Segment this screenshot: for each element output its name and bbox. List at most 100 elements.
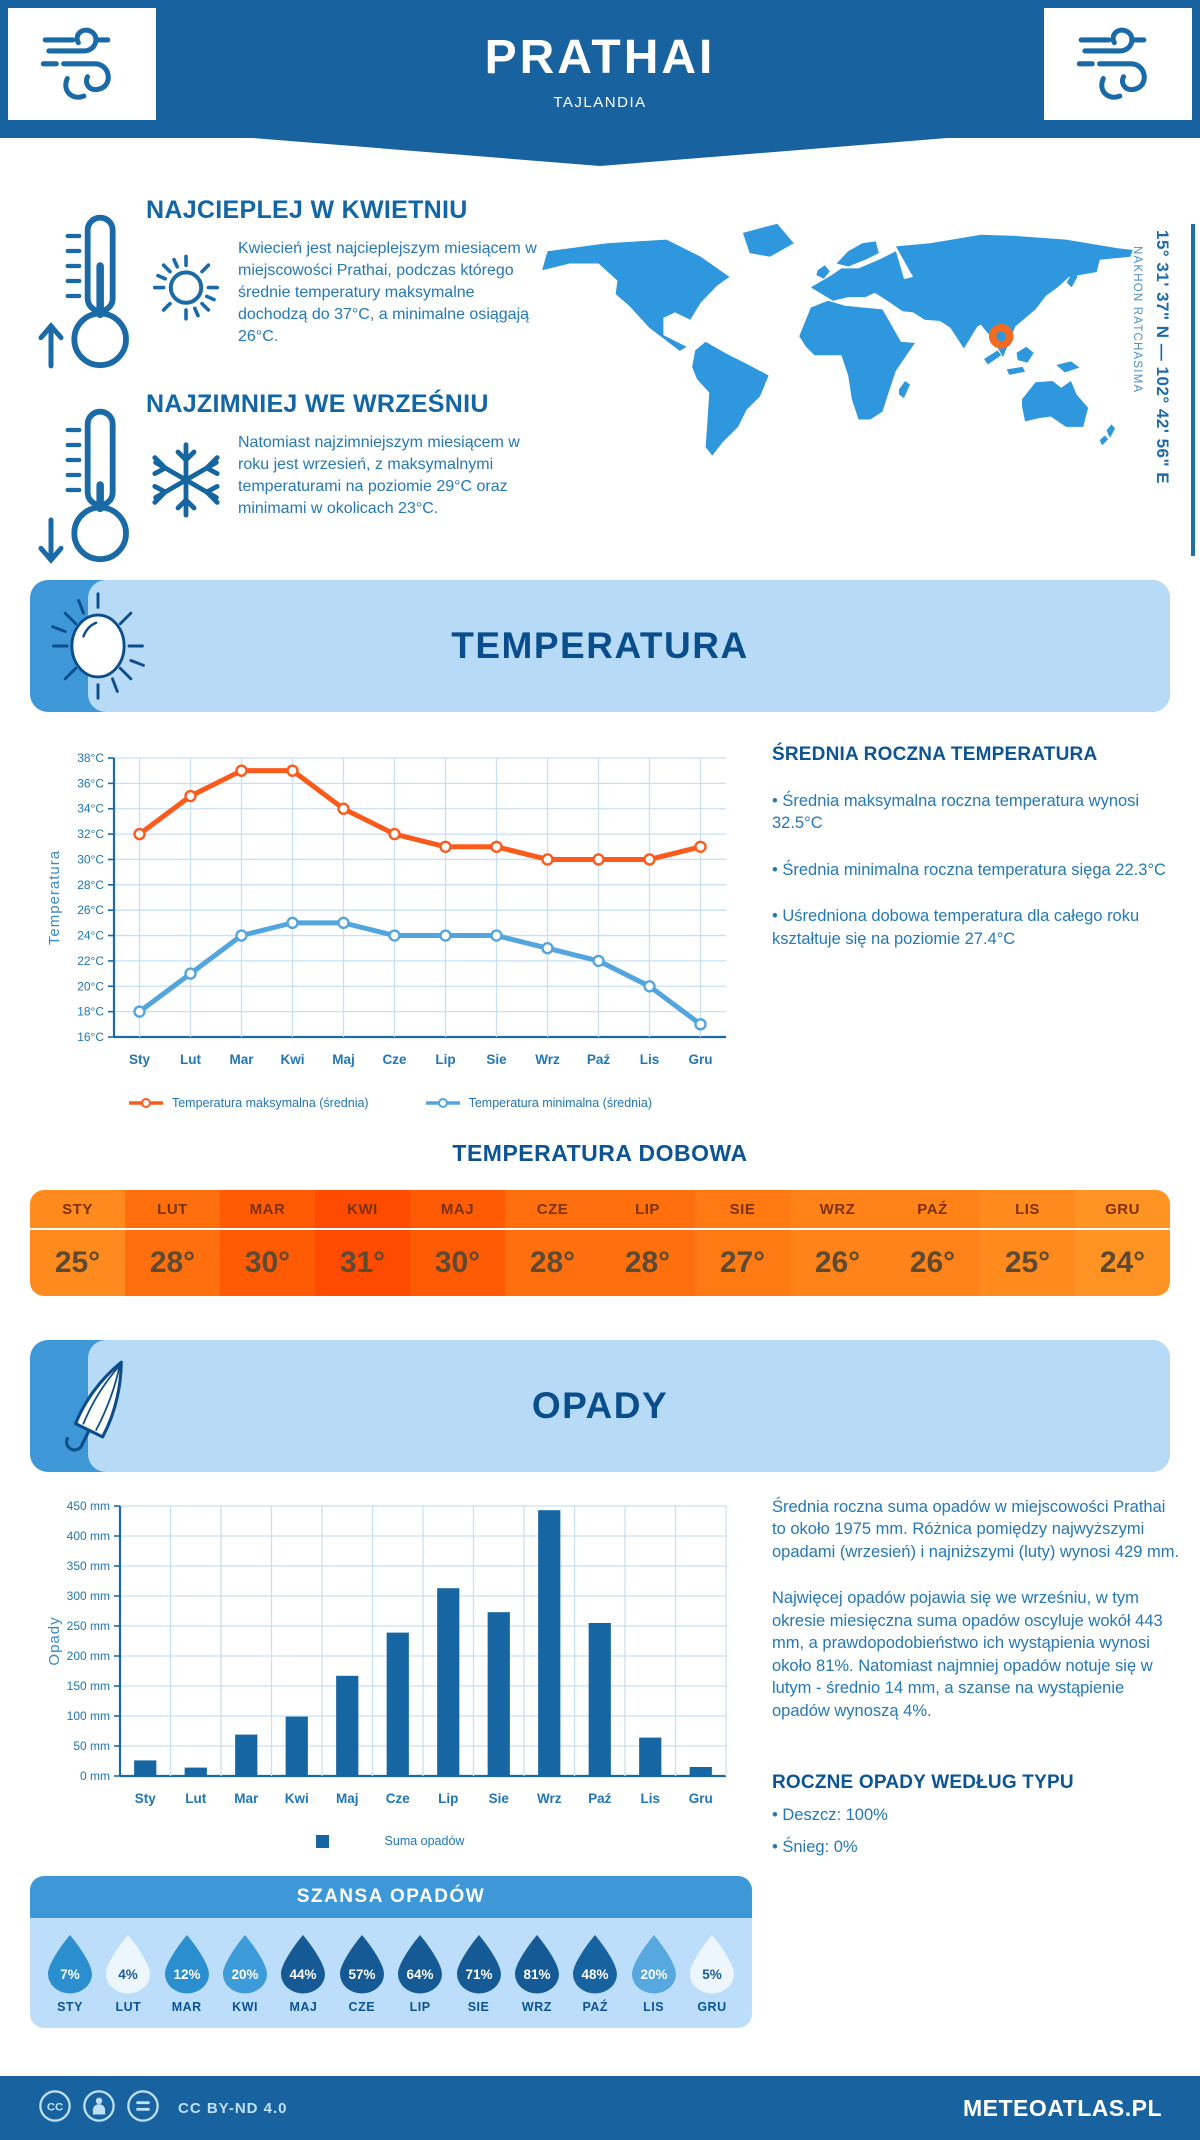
sun-icon xyxy=(146,246,228,331)
coldest-text: Natomiast najzimniejszym miesiącem w rok… xyxy=(238,434,520,517)
svg-text:20%: 20% xyxy=(232,1967,259,1982)
svg-text:36°C: 36°C xyxy=(77,776,104,790)
daily-month: GRU xyxy=(1075,1190,1170,1230)
legend-item: Temperatura maksymalna (średnia) xyxy=(128,1096,369,1110)
precip-type-bullet: • Śnieg: 0% xyxy=(772,1838,858,1857)
svg-text:26°C: 26°C xyxy=(77,903,104,917)
raindrop-icon: 4% xyxy=(106,1935,151,1994)
daily-cell-LIS: LIS 25° xyxy=(980,1190,1075,1296)
svg-text:Wrz: Wrz xyxy=(537,1791,562,1806)
warmest-text: Kwiecień jest najcieplejszym miesiącem w… xyxy=(238,240,537,345)
raindrop-icon: 7% xyxy=(48,1935,92,1994)
banner-body xyxy=(88,1340,1170,1472)
daily-value: 26° xyxy=(814,1246,861,1279)
svg-text:CC: CC xyxy=(47,2101,63,2113)
warmest-month-block: NAJCIEPLEJ W KWIETNIU xyxy=(36,196,537,391)
svg-text:20%: 20% xyxy=(640,1967,667,1982)
raindrop-icon: 57% xyxy=(339,1935,384,1994)
svg-text:22°C: 22°C xyxy=(77,954,104,968)
svg-text:0 mm: 0 mm xyxy=(80,1769,110,1783)
svg-text:Paź: Paź xyxy=(587,1052,611,1067)
svg-text:5%: 5% xyxy=(702,1967,722,1982)
svg-text:32°C: 32°C xyxy=(77,827,104,841)
daily-value: 25° xyxy=(1004,1246,1051,1279)
cc-icon: CC xyxy=(38,2089,72,2128)
daily-cell-MAJ: MAJ 30° xyxy=(410,1190,505,1296)
svg-text:44%: 44% xyxy=(290,1967,317,1982)
page-subtitle: TAJLANDIA xyxy=(553,94,647,111)
raindrop-icon: 71% xyxy=(456,1935,501,1994)
daily-value: 26° xyxy=(909,1246,956,1279)
raindrop-icon: 12% xyxy=(164,1935,209,1994)
raindrop-icon: 81% xyxy=(514,1935,559,1994)
license-block: CC CC BY-ND 4.0 xyxy=(38,2089,288,2128)
droplet-month: WRZ xyxy=(521,2000,552,2014)
droplet-month: STY xyxy=(57,2000,83,2014)
daily-month: PAŹ xyxy=(885,1190,980,1230)
legend-marker xyxy=(128,1098,163,1108)
droplet-month: LUT xyxy=(115,2000,142,2014)
snowflake-icon xyxy=(146,440,228,525)
thermometer-up-icon xyxy=(36,196,136,391)
daily-month: LIP xyxy=(600,1190,695,1230)
svg-text:400 mm: 400 mm xyxy=(67,1529,110,1543)
droplet-MAR: 12% MAR xyxy=(161,1934,213,2014)
droplet-month: KWI xyxy=(232,2000,258,2014)
svg-text:Cze: Cze xyxy=(382,1052,406,1067)
droplet-SIE: 71% SIE xyxy=(453,1934,505,2014)
svg-text:200 mm: 200 mm xyxy=(67,1649,110,1663)
precip-paragraph: Najwięcej opadów pojawia się we wrześniu… xyxy=(772,1589,1163,1720)
droplet-month: PAŹ xyxy=(582,2000,609,2014)
daily-value: 27° xyxy=(719,1246,766,1279)
svg-text:38°C: 38°C xyxy=(77,751,104,765)
chance-panel: SZANSA OPADÓW 7% STY 4% LUT 12% MAR 20% … xyxy=(30,1876,752,2028)
svg-text:450 mm: 450 mm xyxy=(67,1499,110,1513)
umbrella-icon xyxy=(40,1348,156,1464)
svg-text:48%: 48% xyxy=(582,1967,609,1982)
svg-text:50 mm: 50 mm xyxy=(73,1739,110,1753)
precip-paragraph: Średnia roczna suma opadów w miejscowośc… xyxy=(772,1498,1180,1561)
summary-bullet: • Średnia minimalna roczna temperatura s… xyxy=(772,860,1166,879)
droplet-month: CZE xyxy=(348,2000,376,2014)
wind-icon xyxy=(34,16,130,113)
coldest-month-block: NAJZIMNIEJ WE WRZEŚNIU Natomiast najzimn… xyxy=(36,390,524,585)
title-banner: PRATHAI TAJLANDIA xyxy=(250,0,950,166)
droplet-month: GRU xyxy=(697,2000,727,2014)
svg-text:Gru: Gru xyxy=(689,1791,713,1806)
svg-text:Cze: Cze xyxy=(386,1791,410,1806)
droplet-month: MAR xyxy=(171,2000,202,2014)
footer: CC CC BY-ND 4.0 METEOATLAS.PL xyxy=(0,2076,1200,2140)
daily-cell-GRU: GRU 24° xyxy=(1075,1190,1170,1296)
svg-text:Lut: Lut xyxy=(180,1052,201,1067)
svg-text:Opady: Opady xyxy=(46,1616,63,1665)
droplet-PAŹ: 48% PAŹ xyxy=(569,1934,621,2014)
daily-cell-STY: STY 25° xyxy=(30,1190,125,1296)
daily-value: 31° xyxy=(339,1246,386,1279)
continents xyxy=(542,223,1133,456)
daily-month: KWI xyxy=(315,1190,410,1230)
svg-text:Lis: Lis xyxy=(640,1791,660,1806)
coldest-title: NAJZIMNIEJ WE WRZEŚNIU xyxy=(146,390,489,418)
header-corner-right xyxy=(1044,8,1192,120)
region-label: NAKHON RATCHASIMA xyxy=(1131,246,1143,394)
svg-text:Sie: Sie xyxy=(489,1791,510,1806)
summary-bullet: • Średnia maksymalna roczna temperatura … xyxy=(772,792,1140,833)
daily-cell-WRZ: WRZ 26° xyxy=(790,1190,885,1296)
droplet-LUT: 4% LUT xyxy=(102,1934,154,2014)
droplet-month: LIP xyxy=(409,2000,431,2014)
droplet-GRU: 5% GRU xyxy=(686,1934,738,2014)
raindrop-icon: 20% xyxy=(631,1935,676,1994)
droplet-month: MAJ xyxy=(289,2000,318,2014)
summary-bullet: • Uśredniona dobowa temperatura dla całe… xyxy=(772,907,1140,948)
svg-text:Paź: Paź xyxy=(588,1791,612,1806)
daily-month: MAR xyxy=(220,1190,315,1230)
droplet-KWI: 20% KWI xyxy=(219,1934,271,2014)
legend-swatch xyxy=(315,1834,329,1848)
edge-accent-line xyxy=(1191,224,1195,556)
daily-cell-PAŹ: PAŹ 26° xyxy=(885,1190,980,1296)
rain-legend: Suma opadów xyxy=(40,1834,740,1848)
raindrop-icon: 5% xyxy=(689,1935,734,1994)
svg-text:81%: 81% xyxy=(523,1967,550,1982)
svg-text:7%: 7% xyxy=(60,1967,80,1982)
daily-value: 28° xyxy=(149,1246,196,1279)
